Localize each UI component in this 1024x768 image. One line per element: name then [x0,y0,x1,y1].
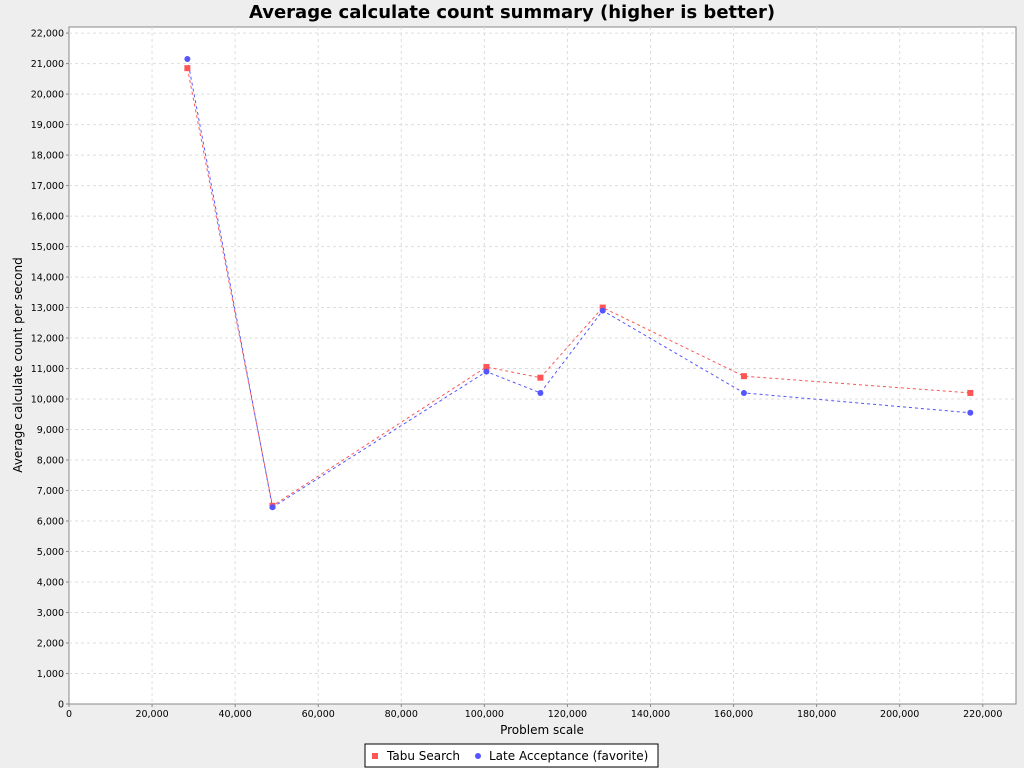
series-layer [184,56,974,511]
y-tick-label: 18,000 [31,151,64,162]
x-tick-label: 220,000 [963,709,1002,720]
data-point-tabu-search [740,373,747,380]
y-tick-label: 14,000 [31,273,64,284]
x-tick-label: 200,000 [880,709,919,720]
y-tick-label: 21,000 [31,59,64,70]
x-axis-label: Problem scale [500,723,584,737]
legend-marker-tabu-search [372,753,378,759]
y-tick-label: 4,000 [37,578,64,589]
y-tick-label: 2,000 [37,639,64,650]
data-point-tabu-search [599,304,606,311]
legend: Tabu Search Late Acceptance (favorite) [364,743,659,768]
y-tick-label: 10,000 [31,395,64,406]
x-tick-label: 20,000 [135,709,168,720]
data-point-tabu-search [967,389,974,396]
y-tick-label: 17,000 [31,181,64,192]
y-tick-label: 1,000 [37,669,64,680]
data-point-late-acceptance-favorite [483,368,490,375]
x-tick-label: 0 [66,709,72,720]
y-tick-label: 22,000 [31,29,64,40]
x-tick-label: 120,000 [548,709,587,720]
y-tick-label: 5,000 [37,547,64,558]
legend-label-tabu-search: Tabu Search [386,749,460,763]
ticks: 0 20,000 40,000 60,000 80,000 100,000 120,000 1… [31,29,1003,720]
y-tick-label: 7,000 [37,486,64,497]
legend-box [364,743,659,768]
data-point-late-acceptance-favorite [184,56,191,63]
x-tick-label: 80,000 [385,709,418,720]
y-tick-label: 9,000 [37,425,64,436]
y-tick-label: 6,000 [37,517,64,528]
x-tick-label: 60,000 [302,709,335,720]
y-tick-label: 19,000 [31,120,64,131]
chart-title: Average calculate count summary (higher … [249,2,775,23]
legend-marker-late-acceptance [475,753,481,759]
y-tick-label: 16,000 [31,212,64,223]
data-point-tabu-search [184,65,191,72]
x-tick-label: 160,000 [714,709,753,720]
x-tick-label: 100,000 [465,709,504,720]
x-tick-label: 40,000 [219,709,252,720]
plot-area [68,26,1017,705]
x-tick-label: 140,000 [631,709,670,720]
data-point-late-acceptance-favorite [269,504,276,511]
y-tick-label: 3,000 [37,608,64,619]
y-tick-label: 11,000 [31,364,64,375]
grid [69,27,1016,704]
data-point-late-acceptance-favorite [740,389,747,396]
y-tick-label: 13,000 [31,303,64,314]
y-axis-label: Average calculate count per second [11,257,25,472]
y-tick-label: 15,000 [31,242,64,253]
y-tick-label: 12,000 [31,334,64,345]
legend-label-late-acceptance: Late Acceptance (favorite) [489,749,648,763]
data-point-late-acceptance-favorite [967,409,974,416]
x-tick-label: 180,000 [797,709,836,720]
data-point-late-acceptance-favorite [537,389,544,396]
data-point-late-acceptance-favorite [599,307,606,314]
y-tick-label: 8,000 [37,456,64,467]
data-point-tabu-search [483,364,490,371]
y-tick-label: 20,000 [31,90,64,101]
y-tick-label: 0 [58,700,64,711]
data-point-tabu-search [537,374,544,381]
